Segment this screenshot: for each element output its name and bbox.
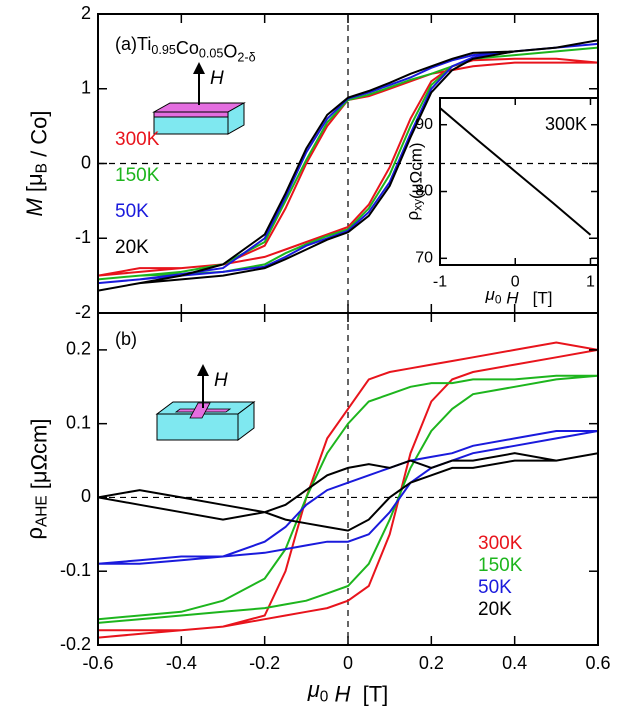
label-part: ρ [22, 527, 47, 540]
data-line [98, 374, 598, 624]
label-part: ρ [403, 211, 422, 221]
x-tick-label: 0 [511, 273, 520, 290]
field-icon-b: H [155, 364, 256, 441]
label-part: Co [176, 38, 199, 58]
legend-label: 300K [115, 129, 160, 150]
label-italic: μ [307, 677, 320, 702]
y-tick-label: 80 [415, 183, 433, 200]
label-italic: μ [485, 285, 496, 304]
y-tick-label: 2 [81, 3, 91, 23]
label-subscript: xy [411, 199, 425, 211]
panel-title: (a)Ti0.95Co0.05O2-δ [115, 34, 256, 64]
data-line [98, 57, 598, 277]
label-italic: H [328, 682, 350, 706]
x-axis-label: μ0 H [T] [485, 285, 553, 308]
x-tick-label: -0.2 [249, 653, 280, 673]
legend-label: 50K [478, 577, 512, 598]
x-tick-label: 0 [343, 653, 353, 673]
label-part: [T] [350, 682, 388, 706]
label-part: [μ [22, 173, 47, 198]
y-tick-label: 0 [81, 152, 91, 172]
legend-label: 50K [115, 201, 149, 222]
label-subscript: 0.05 [199, 47, 224, 61]
panel-title: (b) [115, 329, 137, 349]
label-subscript: 2-δ [237, 50, 255, 64]
field-label: H [210, 68, 224, 89]
y-tick-label: -0.2 [60, 634, 91, 654]
label-part: / Co] [27, 110, 52, 163]
data-line [98, 46, 598, 281]
x-tick-label: 0.4 [502, 653, 527, 673]
label-subscript: 0 [495, 293, 502, 307]
label-part: (μΩcm) [407, 142, 426, 199]
y-axis-label: M [μB / Co] [22, 110, 52, 216]
label-part: [μΩcm] [27, 419, 52, 496]
field-label: H [214, 370, 228, 391]
label-part: (a)Ti [115, 34, 151, 54]
label-subscript: AHE [34, 495, 51, 527]
y-tick-label: -2 [75, 302, 91, 322]
legend-label: 20K [115, 237, 149, 258]
y-axis-label: ρAHE [μΩcm] [22, 419, 52, 540]
x-tick-label: -0.4 [166, 653, 197, 673]
y-tick-label: 0 [81, 486, 91, 506]
x-tick-label: 0.6 [585, 653, 610, 673]
y-tick-label: 70 [415, 250, 433, 267]
y-tick-label: 1 [81, 78, 91, 98]
field-icon-a: H [152, 62, 246, 135]
y-tick-label: 0.2 [66, 339, 91, 359]
data-line [440, 107, 592, 236]
y-tick-label: 90 [415, 116, 433, 133]
legend-label: 300K [478, 533, 523, 554]
x-axis-label: μ0 H [T] [307, 677, 389, 706]
legend-label: 20K [478, 599, 512, 620]
label-subscript: 0 [320, 689, 329, 706]
label-italic: H [501, 289, 519, 308]
label-part: (b) [115, 329, 137, 349]
y-tick-label: -0.1 [60, 560, 91, 580]
data-line [98, 39, 598, 292]
y-tick-label: 0.1 [66, 412, 91, 432]
x-tick-label: 0.2 [419, 653, 444, 673]
annotation: 300K [545, 114, 587, 134]
label-part: [T] [518, 289, 552, 308]
legend-label: 150K [115, 165, 160, 186]
label-subscript: B [34, 163, 51, 173]
label-subscript: 0.95 [151, 43, 176, 57]
label-italic: M [22, 198, 47, 217]
data-line [98, 42, 598, 285]
legend-label: 150K [478, 555, 523, 576]
label-part: O [223, 42, 237, 62]
y-axis-label: ρxy(μΩcm) [403, 142, 426, 220]
x-tick-label: -1 [433, 273, 447, 290]
x-tick-label: 1 [586, 273, 595, 290]
x-tick-label: -0.6 [82, 653, 113, 673]
y-tick-label: -1 [75, 227, 91, 247]
data-line [98, 452, 598, 532]
data-line [98, 430, 598, 565]
plot-frame [439, 97, 599, 266]
